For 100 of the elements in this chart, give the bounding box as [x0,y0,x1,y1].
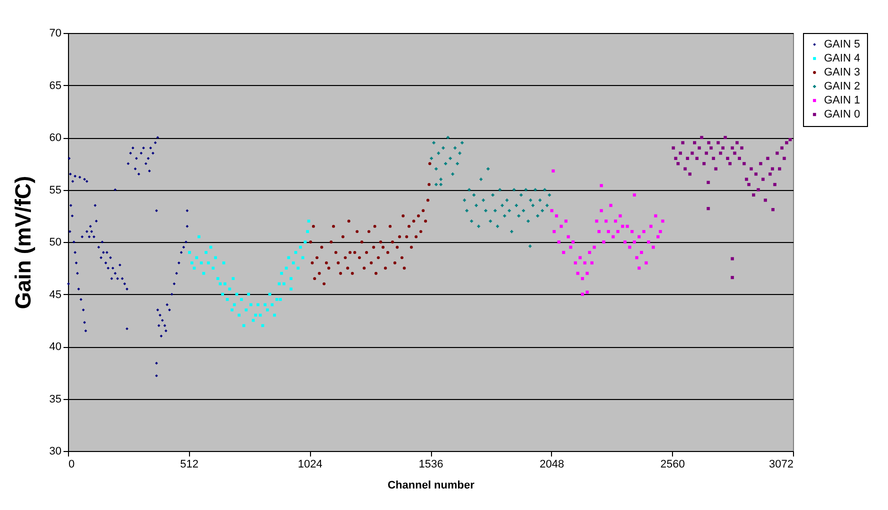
point [766,156,770,160]
point [212,266,215,270]
point [195,256,198,260]
point [534,188,537,192]
point [344,256,347,260]
point [716,141,720,144]
point [316,256,318,260]
point [428,183,431,186]
point [416,214,420,218]
point [778,167,782,170]
point [554,214,558,218]
point [616,230,620,234]
point [414,235,418,238]
point [773,182,776,186]
point [367,230,370,234]
point [505,198,508,202]
point [721,146,724,150]
x-tick-label: 3072 [769,458,794,470]
point [228,288,232,290]
point [764,198,767,202]
point [562,250,566,254]
point [707,141,710,144]
legend-label: GAIN 3 [824,66,860,78]
point [306,230,309,233]
point [200,261,203,264]
point [571,240,575,244]
point [676,162,680,166]
point [688,172,692,176]
point [776,152,779,155]
point [382,246,385,249]
legend-label: GAIN 1 [824,94,860,106]
point [460,141,464,144]
point [402,214,405,218]
point [334,250,338,254]
point [728,162,732,166]
point [396,246,399,249]
point [296,266,300,270]
point [510,230,514,234]
point [674,156,678,160]
point [618,214,622,218]
point [312,224,315,228]
point [681,141,684,144]
point [726,156,730,160]
point [574,261,577,264]
point [374,272,378,275]
y-tick-label: 70 [49,28,62,40]
point [654,214,658,218]
point [604,220,608,223]
point [437,152,440,155]
point [569,246,572,249]
point [690,152,694,155]
point [426,198,430,202]
point [580,277,584,280]
point [695,156,699,160]
point [600,209,603,212]
point [770,167,774,170]
point [512,188,516,192]
point [649,224,652,228]
point [540,209,544,212]
point [595,220,598,223]
point [635,256,638,260]
point [640,250,644,254]
y-tick-label: 45 [49,288,62,301]
point [372,246,376,249]
point [550,209,554,212]
point [496,224,500,228]
point [686,156,690,160]
point [785,141,788,144]
point [742,162,746,166]
legend-label: GAIN 4 [824,52,860,64]
point [564,220,568,223]
point [698,146,701,150]
legend-label: GAIN 2 [824,80,860,92]
point [465,209,468,212]
point [706,206,710,210]
point [310,261,314,264]
point [638,266,641,270]
point [566,235,570,238]
point [756,188,760,192]
point [280,272,284,275]
point [214,256,217,260]
point [632,240,636,244]
point [313,277,316,280]
point [402,266,406,270]
point [609,204,612,207]
point [750,167,753,170]
point [216,277,220,280]
point [647,240,650,244]
y-tick-label: 50 [49,236,62,248]
point [498,188,502,192]
y-tick-label: 55 [49,184,62,196]
x-axis-title: Channel number [388,480,476,492]
point [206,261,210,264]
point [590,261,594,264]
y-axis-title: Gain (mV/fC) [10,176,36,310]
point [360,240,364,244]
point [358,256,361,260]
point [428,162,432,166]
point [600,184,603,188]
point [500,204,504,207]
